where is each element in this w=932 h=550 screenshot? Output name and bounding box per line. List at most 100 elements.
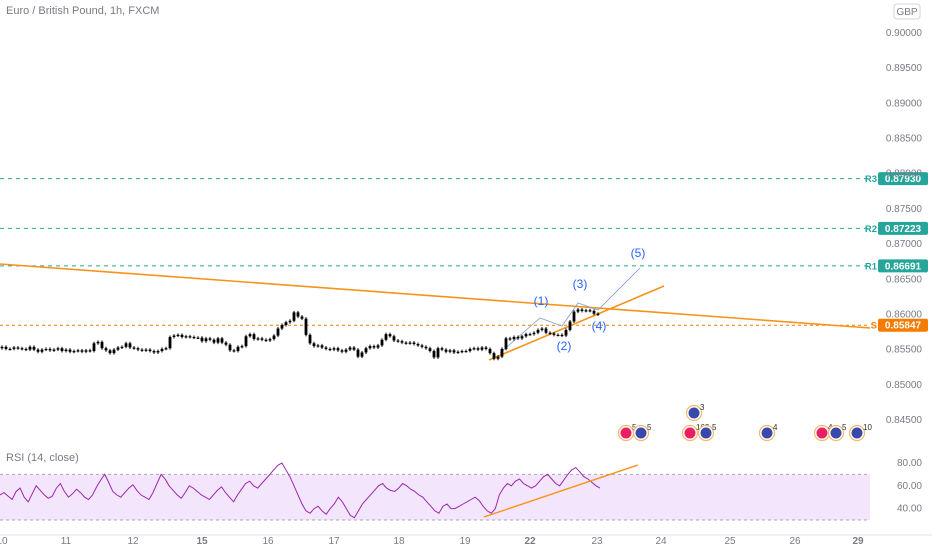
candle-body (56, 348, 60, 350)
candle-body (256, 338, 260, 340)
flag-icon (688, 407, 700, 419)
candle-body (472, 348, 476, 350)
candle-body (532, 332, 536, 335)
candle-body (552, 333, 556, 335)
candle-body (448, 350, 452, 352)
candle-body (236, 346, 240, 352)
candle-body (480, 347, 484, 350)
candle-body (172, 335, 176, 337)
candle-body (324, 347, 328, 349)
candle-body (528, 334, 532, 336)
price-axis[interactable]: 0.90000 0.89500 0.89000 0.88500 0.88000 0.875… (886, 28, 923, 426)
rsi-tick-label: 40.00 (897, 504, 922, 515)
current-price-value: 0.85847 (885, 321, 922, 332)
time-tick-label: 23 (591, 536, 603, 547)
candle-body (292, 312, 296, 321)
rsi-line (0, 462, 601, 519)
candle-body (560, 334, 564, 337)
trendlines[interactable] (0, 263, 871, 518)
time-axis[interactable]: 10 11 12 15 16 17 18 19 22 23 24 25 26 29 (0, 536, 864, 547)
candle-body (260, 338, 264, 340)
candle-body (152, 351, 156, 353)
elliott-wave-labels: (1) (2) (3) (4) (5) (534, 246, 646, 353)
candle-body (272, 335, 276, 340)
candle-body (348, 347, 352, 350)
candle-body (264, 339, 268, 341)
candle-body (500, 348, 504, 357)
candle-body (84, 350, 88, 352)
rsi-trendline[interactable] (483, 464, 639, 518)
event-count: 3 (700, 403, 705, 412)
candle-body (336, 348, 340, 351)
candle-body (316, 345, 320, 347)
currency-badge[interactable] (893, 3, 921, 20)
price-tick-label: 0.85500 (886, 345, 923, 356)
candle-body (444, 349, 448, 352)
currency-badge-label: GBP (896, 7, 917, 18)
candle-body (148, 349, 152, 352)
candle-body (328, 348, 332, 351)
candle-body (32, 346, 36, 350)
candle-body (456, 351, 460, 353)
candle-body (176, 334, 180, 337)
candle-body (144, 349, 148, 351)
candle-body (548, 332, 552, 334)
candle-body (512, 336, 516, 340)
event-count: 10 (863, 423, 872, 432)
candle-body (248, 334, 252, 337)
ascending-trendline[interactable] (488, 285, 665, 361)
candle-body (128, 343, 132, 348)
wave-projection-path (499, 267, 641, 354)
candle-body (48, 348, 52, 351)
candle-body (504, 338, 508, 349)
flag-icon (684, 427, 696, 439)
wave-label: (4) (592, 319, 607, 333)
candle-body (344, 349, 348, 352)
candle-body (424, 346, 428, 349)
price-tick-label: 0.87500 (886, 204, 923, 215)
rsi-tick-label: 80.00 (897, 458, 922, 469)
price-tick-label: 0.86500 (886, 274, 923, 285)
candle-body (220, 338, 224, 343)
candle-body (208, 338, 212, 340)
time-tick-label: 10 (0, 536, 8, 547)
flag-icon (830, 427, 842, 439)
candle-body (80, 350, 84, 352)
flag-icon (851, 427, 863, 439)
candle-body (400, 341, 404, 343)
candle-body (88, 350, 92, 352)
candle-body (440, 348, 444, 350)
candle-body (508, 338, 512, 340)
candle-body (40, 349, 44, 352)
time-tick-label: 17 (328, 536, 340, 547)
candle-body (544, 328, 548, 333)
price-tick-label: 0.86000 (886, 309, 923, 320)
time-tick-label: 26 (789, 536, 801, 547)
candle-body (284, 322, 288, 326)
candle-body (592, 310, 596, 314)
candle-body (180, 334, 184, 337)
candle-body (92, 343, 96, 352)
candle-body (572, 311, 576, 322)
chart-title: Euro / British Pound, 1h, FXCM (6, 5, 159, 17)
candle-body (24, 348, 28, 351)
time-tick-label: 29 (852, 536, 864, 547)
time-tick-label: 24 (655, 536, 667, 547)
flag-icon (816, 427, 828, 439)
event-icons[interactable]: 553163544510 (617, 403, 873, 442)
time-tick-label: 18 (393, 536, 405, 547)
candle-body (108, 350, 112, 354)
wave-label: (1) (534, 294, 549, 308)
flag-icon (635, 427, 647, 439)
time-tick-label: 16 (262, 536, 274, 547)
candle-body (112, 349, 116, 354)
candle-body (380, 339, 384, 346)
descending-trendline[interactable] (0, 263, 871, 329)
pivot-name-r2: R2 (865, 224, 877, 235)
candle-body (356, 349, 360, 357)
event-count: 5 (647, 423, 652, 432)
candle-body (556, 334, 560, 337)
price-tick-label: 0.84500 (886, 415, 923, 426)
candle-body (520, 336, 524, 339)
